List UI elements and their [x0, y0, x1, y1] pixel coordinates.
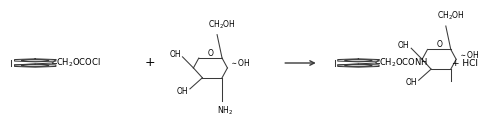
Text: OH: OH: [406, 78, 417, 87]
Text: OH: OH: [170, 50, 181, 59]
Text: $\mathregular{CH_2OH}$: $\mathregular{CH_2OH}$: [437, 10, 464, 22]
Text: OH: OH: [177, 87, 188, 96]
Text: $\mathregular{NH_2}$: $\mathregular{NH_2}$: [217, 105, 234, 117]
Text: $\mathtt{\sim}$OH: $\mathtt{\sim}$OH: [458, 49, 479, 60]
Text: O: O: [436, 40, 442, 49]
Text: +: +: [144, 56, 155, 70]
Text: $\mathregular{CH_2OCONH}$: $\mathregular{CH_2OCONH}$: [378, 57, 428, 69]
Text: $\mathregular{CH_2OH}$: $\mathregular{CH_2OH}$: [208, 19, 236, 31]
Text: + HCl: + HCl: [452, 58, 478, 68]
Text: $\mathtt{\sim}$OH: $\mathtt{\sim}$OH: [230, 57, 250, 69]
Text: O: O: [208, 49, 214, 58]
Text: $\mathregular{CH_2OCOCl}$: $\mathregular{CH_2OCOCl}$: [56, 57, 101, 69]
Text: OH: OH: [398, 41, 409, 50]
